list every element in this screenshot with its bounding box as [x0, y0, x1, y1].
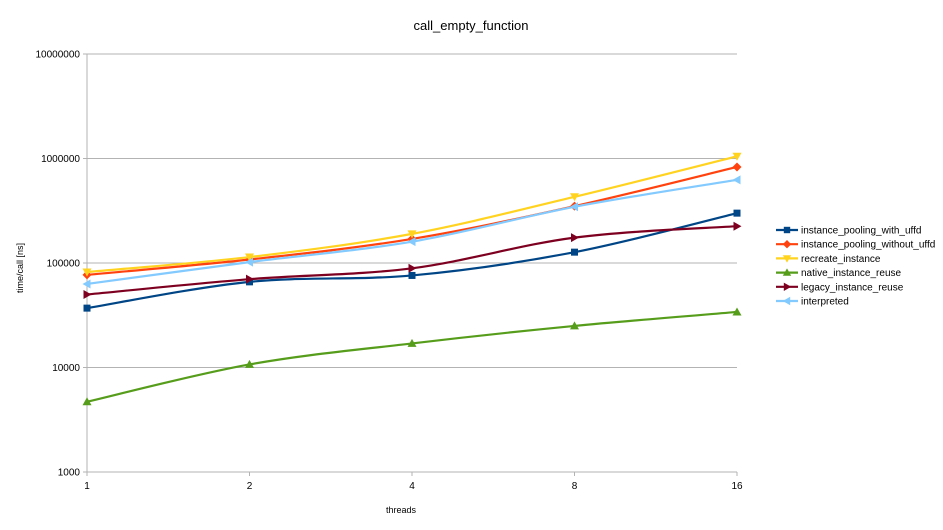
legend-label: instance_pooling_with_uffd — [801, 226, 921, 237]
data-point — [246, 274, 254, 284]
legend-marker — [782, 240, 792, 249]
series-interpreted — [82, 175, 741, 289]
data-point — [571, 233, 579, 243]
series-lines — [82, 152, 742, 406]
data-point — [245, 359, 254, 368]
data-point — [733, 209, 741, 217]
legend-marker — [782, 268, 792, 276]
data-point — [246, 278, 253, 286]
data-point — [732, 152, 742, 161]
data-point — [570, 321, 579, 330]
y-tick-label: 10000000 — [36, 50, 81, 61]
data-point — [732, 307, 742, 316]
legend-item: legacy_instance_reuse — [776, 282, 904, 293]
legend-item: native_instance_reuse — [776, 268, 902, 279]
legend-marker — [782, 255, 792, 263]
x-tick-label: 2 — [247, 481, 253, 492]
series-recreate_instance — [82, 152, 742, 277]
chart-title: call_empty_function — [414, 18, 529, 33]
legend-item: instance_pooling_without_uffd — [776, 240, 935, 251]
legend-label: interpreted — [801, 297, 849, 308]
data-point — [407, 338, 417, 347]
data-point — [732, 175, 741, 185]
data-point — [733, 221, 742, 231]
y-tick-label: 1000000 — [41, 154, 80, 165]
y-tick-label: 10000 — [52, 363, 80, 374]
y-axis-title: time/call [ns] — [15, 243, 25, 293]
data-point — [83, 304, 91, 312]
data-point — [407, 230, 417, 239]
data-point — [732, 162, 742, 172]
data-point — [82, 268, 92, 277]
data-point — [570, 202, 578, 212]
series-instance_pooling_with_uffd — [83, 209, 741, 312]
legend-label: legacy_instance_reuse — [801, 282, 904, 293]
legend-label: instance_pooling_without_uffd — [801, 240, 935, 251]
data-point — [83, 289, 92, 299]
x-tick-label: 16 — [731, 481, 743, 492]
series-line — [86, 155, 738, 274]
legend-item: interpreted — [776, 297, 849, 308]
y-tick-label: 1000 — [58, 468, 81, 479]
legend-marker — [783, 226, 791, 234]
data-point — [407, 237, 416, 247]
legend-label: recreate_instance — [801, 254, 881, 265]
data-point — [245, 257, 253, 267]
tick-labels: 1000 10000 100000 1000000 10000000 1 2 4 8 16 — [36, 50, 743, 493]
x-tick-label: 4 — [409, 481, 415, 492]
legend-marker — [783, 282, 792, 291]
data-point — [82, 397, 92, 406]
x-axis-title: threads — [386, 505, 417, 515]
legend: instance_pooling_with_uffd instance_pooli… — [776, 226, 935, 308]
x-tick-label: 8 — [572, 481, 578, 492]
data-point — [408, 271, 416, 279]
x-tick-label: 1 — [84, 481, 90, 492]
legend-item: recreate_instance — [776, 254, 881, 265]
series-line — [86, 212, 738, 310]
legend-item: instance_pooling_with_uffd — [776, 226, 921, 237]
data-point — [245, 253, 254, 262]
data-point — [82, 279, 91, 289]
legend-marker — [782, 296, 791, 306]
series-native_instance_reuse — [82, 307, 742, 406]
series-line — [86, 165, 738, 276]
series-line — [86, 310, 738, 403]
series-legacy_instance_reuse — [83, 221, 742, 299]
data-point — [571, 248, 578, 256]
y-tick-label: 100000 — [47, 259, 81, 270]
data-point — [408, 263, 417, 273]
legend-label: native_instance_reuse — [801, 268, 902, 279]
data-point — [570, 193, 579, 202]
